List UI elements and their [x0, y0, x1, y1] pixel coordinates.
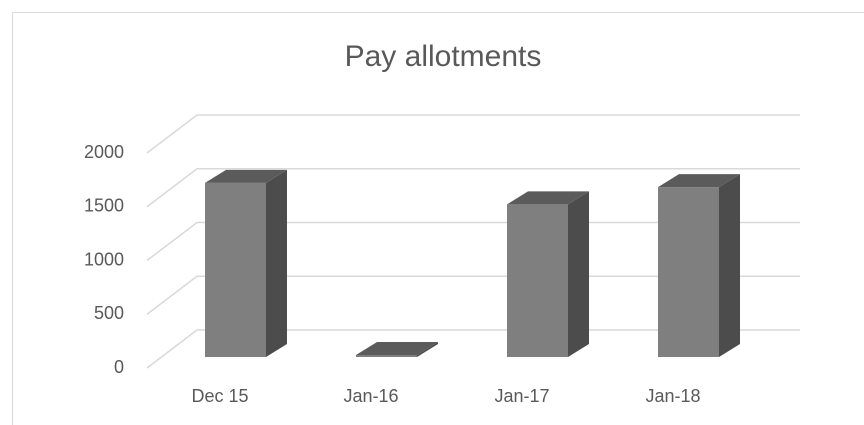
chart-title: Pay allotments — [345, 40, 542, 73]
y-tick-label: 1000 — [84, 249, 124, 269]
grid-line — [146, 168, 800, 208]
bar-top — [507, 191, 589, 205]
bar-top — [356, 342, 438, 355]
bar-front — [507, 204, 568, 357]
bar-front — [658, 187, 719, 357]
y-tick-label: 500 — [94, 303, 124, 323]
y-tick-label: 0 — [114, 357, 124, 377]
bar-front — [205, 182, 266, 357]
y-tick-label: 2000 — [84, 142, 124, 162]
bar — [507, 191, 589, 357]
y-tick-label: 1500 — [84, 196, 124, 216]
bar-side — [417, 342, 438, 357]
grid-line — [146, 221, 800, 262]
bar — [356, 342, 438, 357]
grid-line — [146, 275, 800, 315]
x-tick-label: Jan-18 — [645, 386, 700, 406]
grid-line — [146, 329, 800, 369]
bar-side — [719, 174, 740, 357]
x-tick-label: Jan-16 — [343, 386, 398, 406]
bar — [205, 169, 287, 357]
x-tick-label: Jan-17 — [494, 386, 549, 406]
x-tick-label: Dec 15 — [191, 386, 248, 406]
bar-top — [205, 169, 287, 183]
bar-side — [266, 169, 287, 357]
bar — [658, 174, 740, 357]
grid-line — [146, 114, 800, 154]
bar-side — [568, 191, 589, 357]
bar-top — [658, 174, 740, 188]
bar-front — [356, 355, 417, 357]
